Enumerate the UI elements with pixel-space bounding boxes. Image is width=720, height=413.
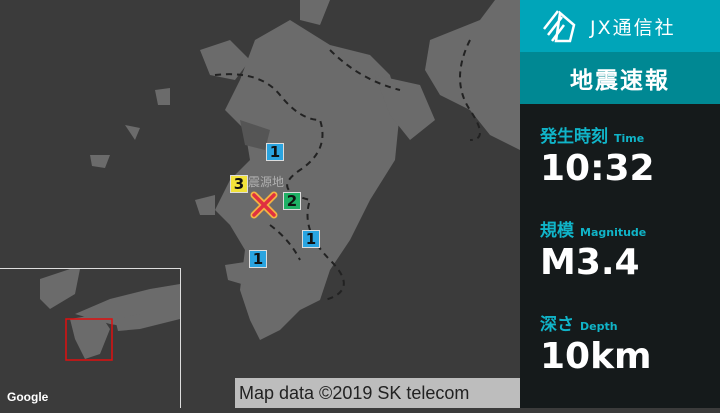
overview-inset-map[interactable] [0, 268, 181, 408]
intensity-marker[interactable]: 1 [266, 143, 284, 161]
map-attribution: Map data ©2019 SK telecom [235, 378, 520, 408]
page-title: 地震速報 [520, 52, 720, 104]
intensity-marker[interactable]: 3 [230, 175, 248, 193]
jx-logo-icon [543, 10, 576, 43]
epicenter-x-icon [250, 191, 278, 219]
depth-label-en: Depth [580, 320, 618, 333]
map[interactable]: 震源地 1 3 2 1 1 Google Map data ©2019 SK t… [0, 0, 520, 408]
brand-header: JX通信社 [520, 0, 720, 52]
brand-name: JX通信社 [590, 16, 676, 39]
time-section: 発生時刻 Time 10:32 [540, 122, 655, 189]
depth-value: 10km [540, 336, 652, 377]
intensity-marker[interactable]: 1 [302, 230, 320, 248]
magnitude-label-en: Magnitude [580, 226, 647, 239]
google-logo: Google [7, 390, 49, 404]
time-label: 発生時刻 [540, 127, 608, 147]
time-value: 10:32 [540, 148, 655, 189]
magnitude-label: 規模 [540, 221, 574, 241]
intensity-marker[interactable]: 2 [283, 192, 301, 210]
intensity-marker[interactable]: 1 [249, 250, 267, 268]
epicenter-label: 震源地 [248, 175, 285, 189]
magnitude-section: 規模 Magnitude M3.4 [540, 216, 646, 283]
time-label-en: Time [614, 132, 645, 145]
depth-label: 深さ [540, 315, 574, 335]
magnitude-value: M3.4 [540, 242, 640, 283]
depth-section: 深さ Depth 10km [540, 310, 652, 377]
info-panel: JX通信社 地震速報 発生時刻 Time 10:32 規模 Magnitude M3… [520, 0, 720, 408]
